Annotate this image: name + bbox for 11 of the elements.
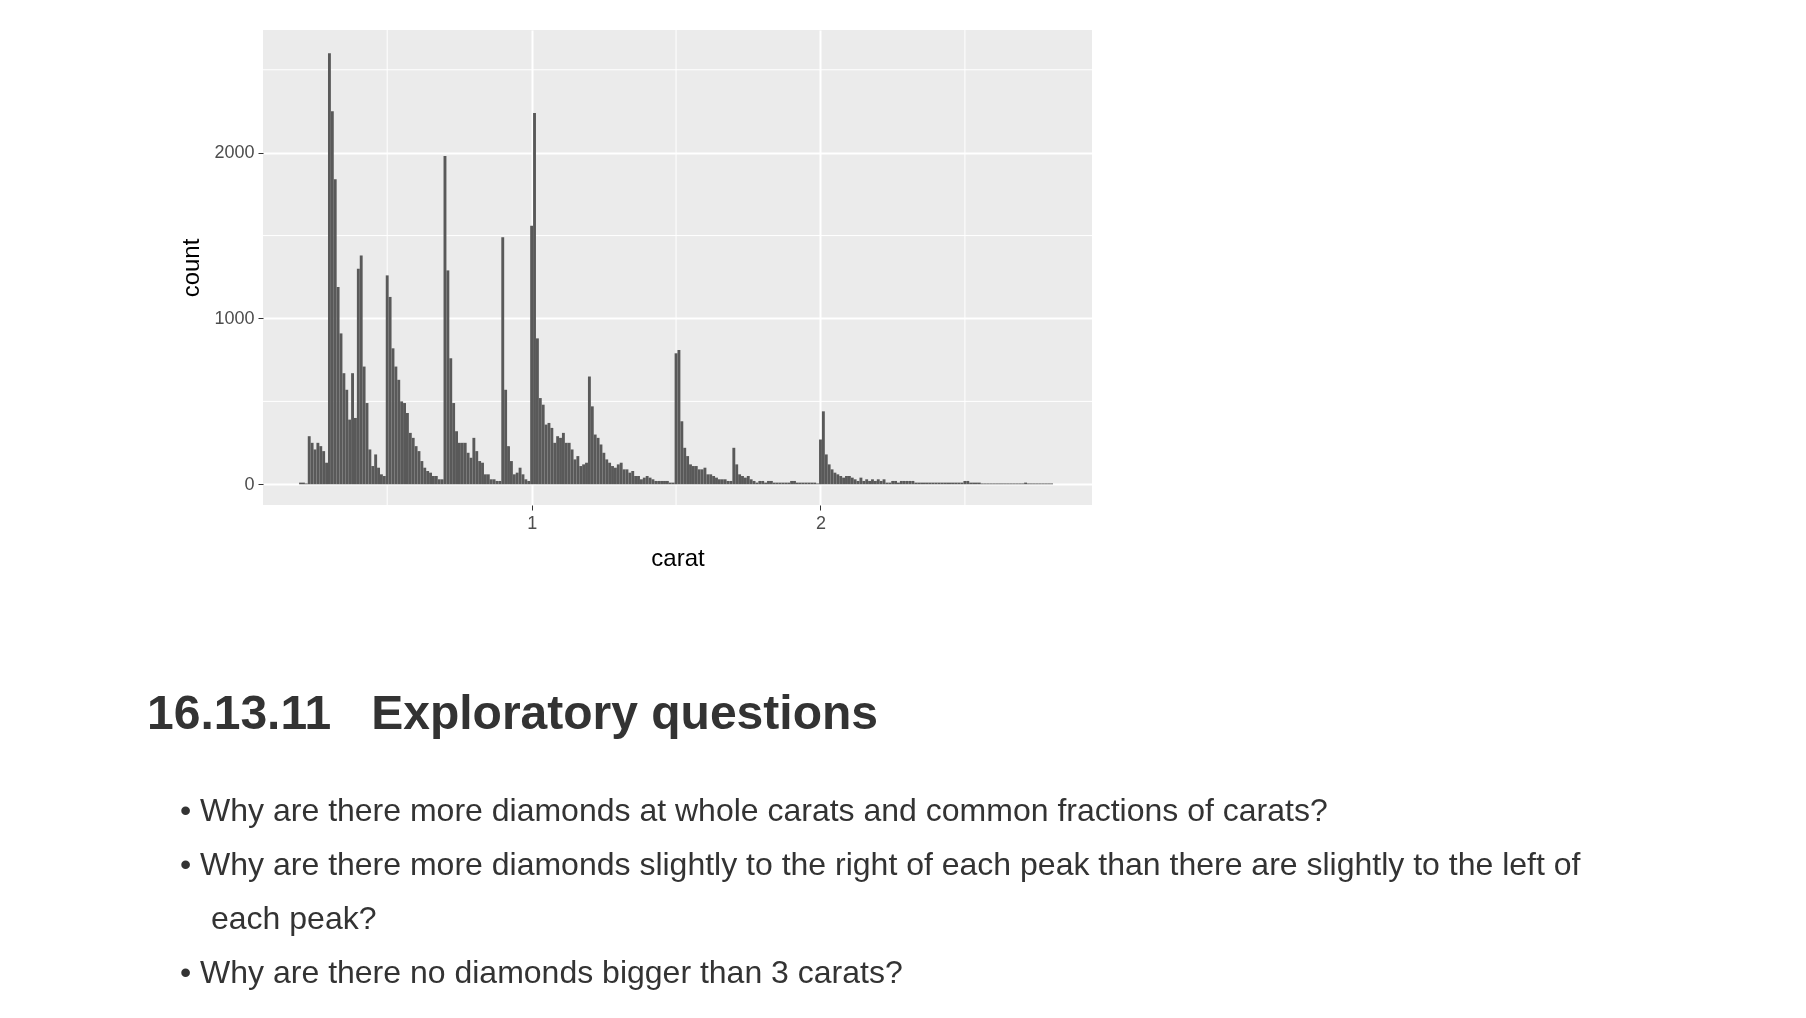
x-tick-label: 1 <box>527 512 538 533</box>
y-tick-label: 2000 <box>214 142 255 163</box>
text: • Why are there no diamonds bigger than 3 carats? <box>180 953 904 992</box>
x-tick-label: 2 <box>815 512 826 533</box>
x-axis-title: carat <box>651 543 706 571</box>
y-axis-title: count <box>177 238 205 298</box>
text: • Why are there more diamonds slightly to the right of each peak than there are slightly to the left of each peak? <box>180 845 1582 938</box>
y-tick-label: 1000 <box>214 307 255 328</box>
y-tick-label: 0 <box>244 473 255 494</box>
text: 16.13.11 Exploratory questions <box>147 685 879 741</box>
text: • Why are there more diamonds at whole carats and common fractions of carats? <box>180 791 1329 830</box>
